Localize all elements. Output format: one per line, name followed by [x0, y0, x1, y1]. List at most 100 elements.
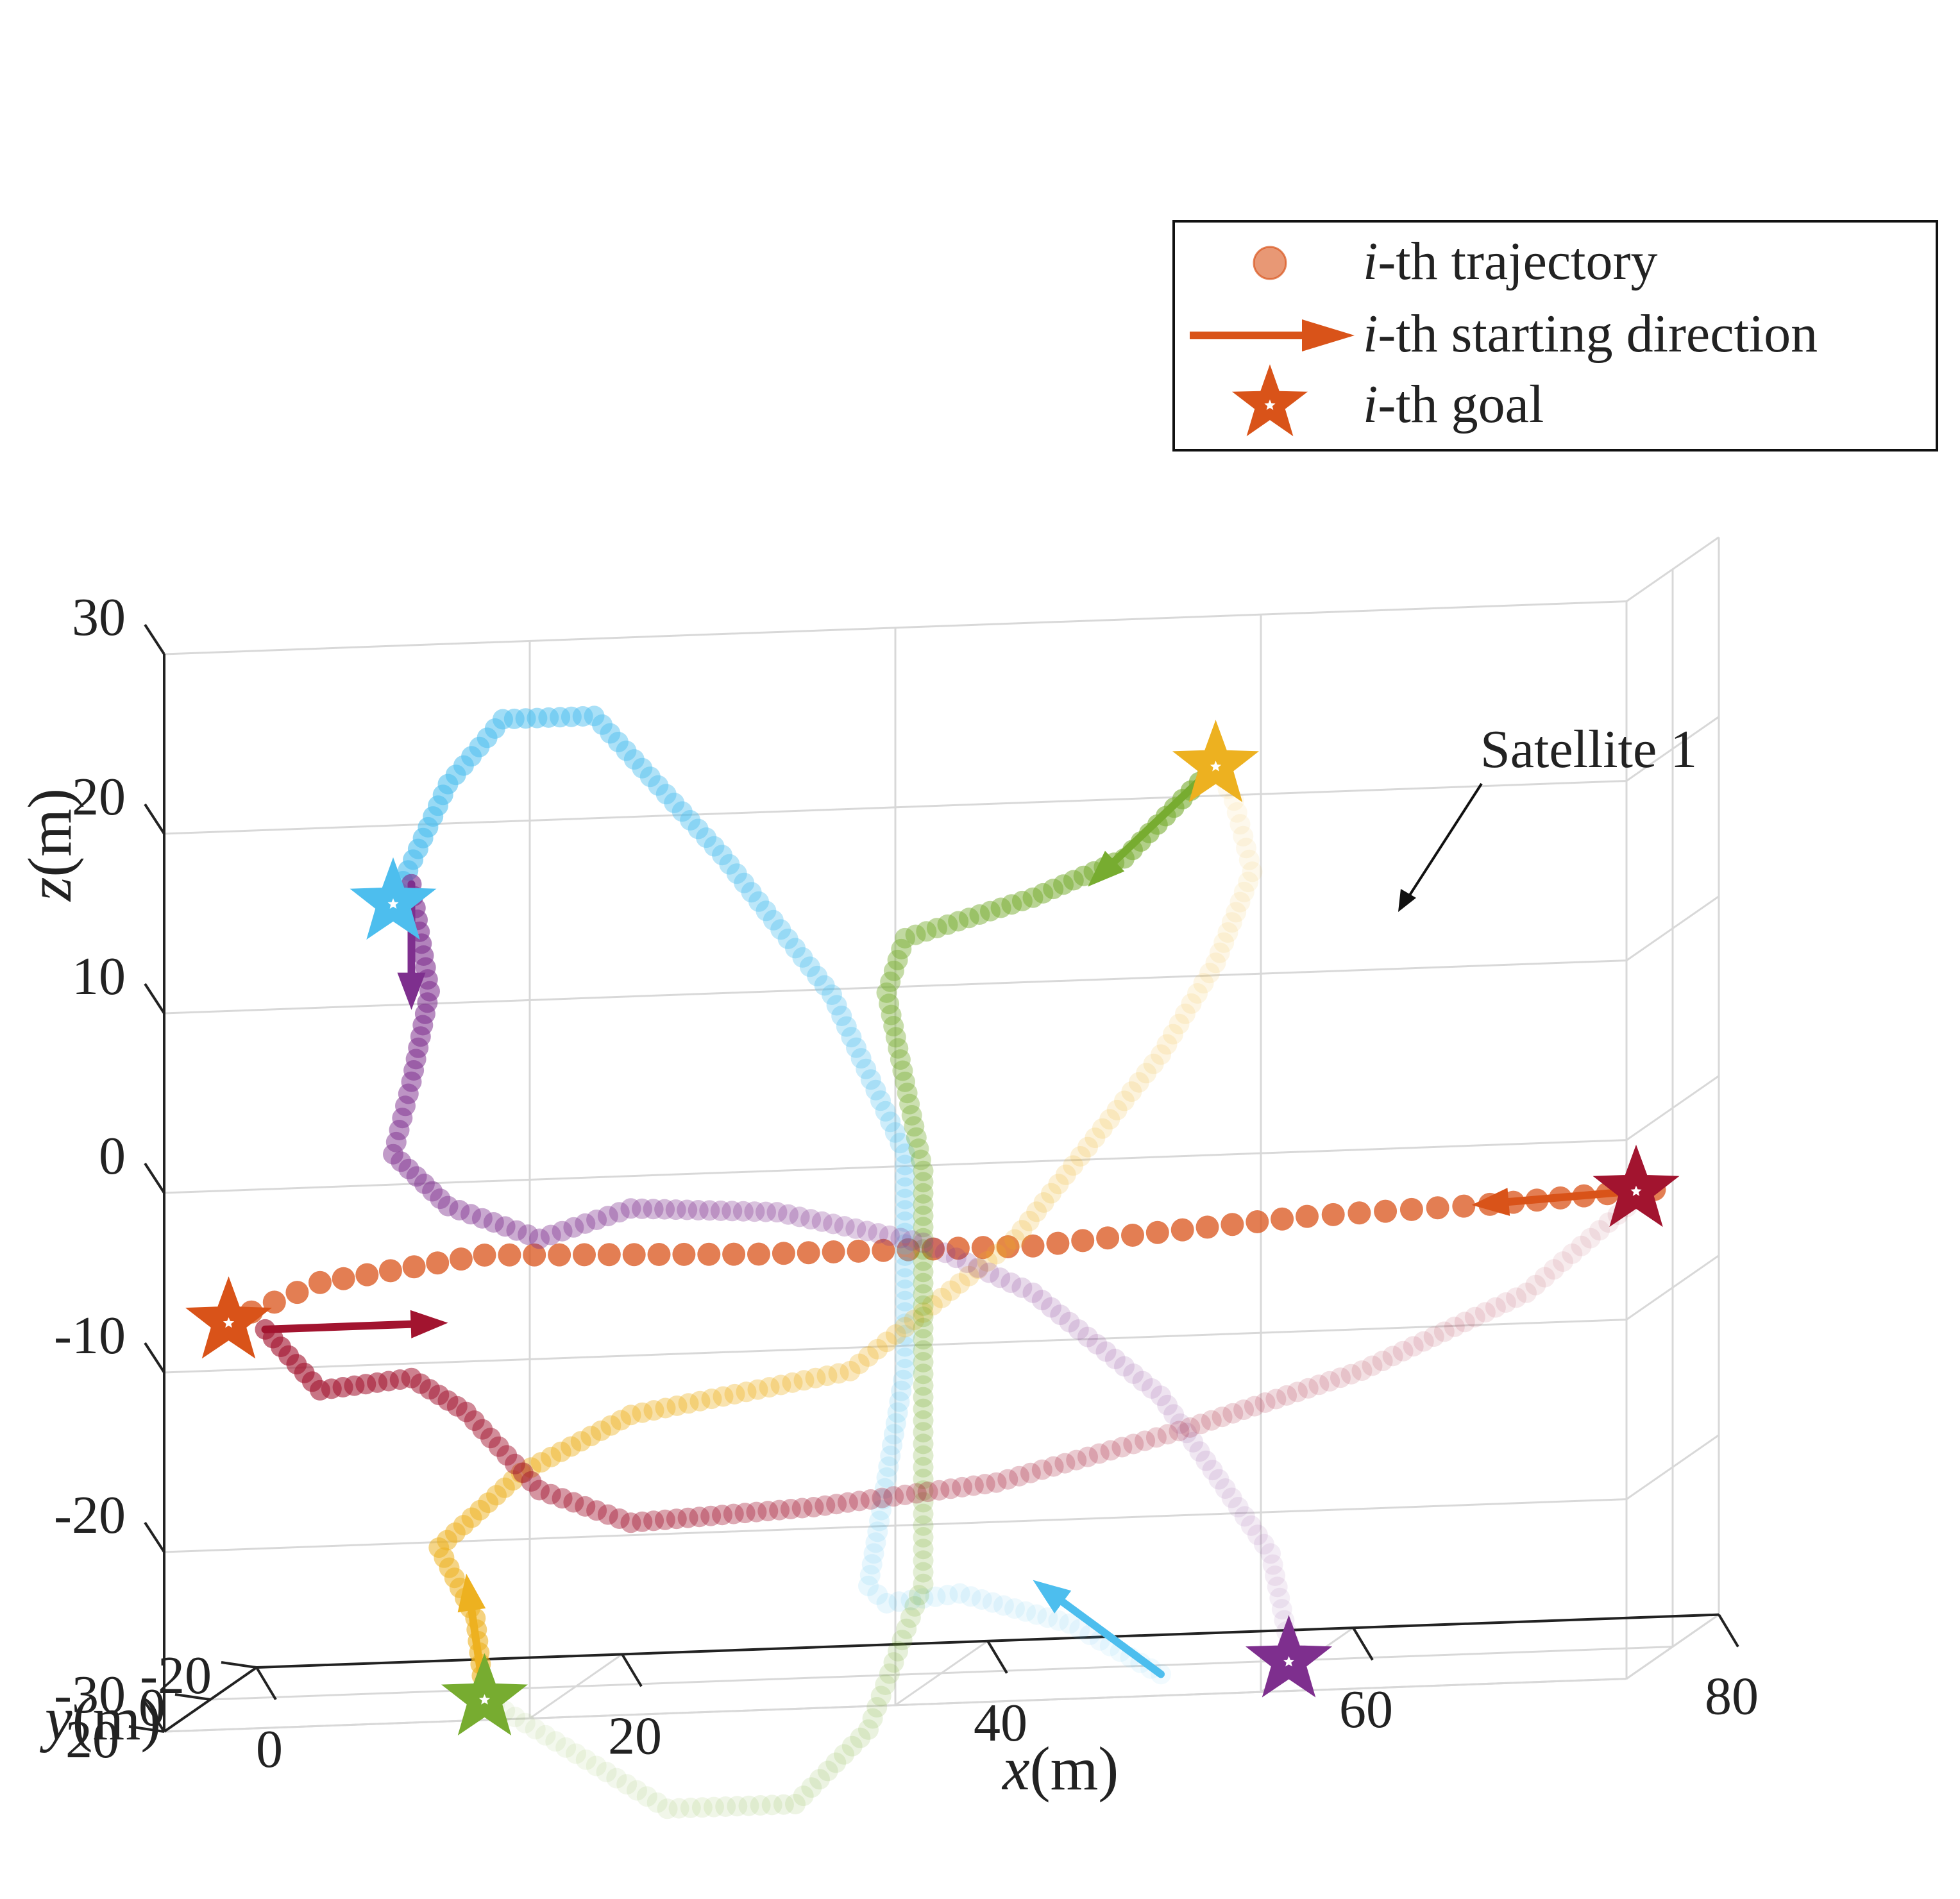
trajectory-point: [471, 1208, 493, 1229]
trajectory-point: [866, 1697, 888, 1718]
trajectory-point: [483, 1212, 504, 1233]
trajectory-point: [831, 1006, 852, 1026]
trajectory-point: [1208, 1469, 1229, 1490]
trajectory-point: [913, 1194, 934, 1215]
trajectory-point: [913, 1573, 934, 1594]
y-tick-mark: [174, 1693, 211, 1701]
trajectory-point: [871, 1499, 891, 1521]
trajectory-point: [891, 938, 912, 959]
trajectory-point: [925, 1586, 946, 1607]
trajectory-point: [555, 1737, 577, 1758]
start-direction-arrowhead: [410, 1310, 448, 1338]
trajectory-point: [632, 1198, 652, 1219]
trajectory-point: [1059, 1613, 1080, 1634]
trajectory-point: [1265, 1566, 1286, 1586]
trajectory-point: [561, 1436, 582, 1457]
start-direction-arrowhead: [1033, 1580, 1072, 1614]
trajectory-point: [913, 1550, 934, 1571]
trajectory-point: [969, 904, 990, 925]
trajectory-point: [505, 1707, 525, 1728]
legend-goal-star-icon: [1232, 364, 1308, 437]
trajectory-point: [1454, 1312, 1475, 1333]
trajectory-point: [880, 1111, 901, 1133]
goal-star-center: [387, 898, 399, 909]
trajectory-point: [750, 1795, 771, 1816]
trajectory-point: [910, 1149, 931, 1170]
trajectory-point: [823, 1213, 844, 1235]
trajectory-point: [332, 1267, 355, 1290]
trajectory-point: [449, 1247, 473, 1271]
arrow-layer: [261, 761, 1659, 1703]
trajectory-point: [600, 1415, 621, 1436]
trajectory-point: [889, 1391, 910, 1412]
grid-line: [164, 780, 1627, 835]
trajectory-point: [895, 1256, 915, 1278]
trajectory-point: [895, 1154, 915, 1176]
trajectory-point: [1157, 1394, 1178, 1415]
trajectory-point: [597, 1504, 618, 1525]
y-axis-var: y: [39, 1684, 72, 1753]
trajectory-point: [1066, 1449, 1087, 1471]
trajectory-point: [850, 1048, 872, 1069]
trajectory-point: [913, 1295, 934, 1316]
trajectory-point: [308, 1270, 332, 1294]
trajectory-point: [715, 1796, 736, 1817]
trajectory-point: [586, 1755, 607, 1777]
trajectory-point: [867, 1584, 888, 1605]
trajectory-point: [916, 921, 937, 942]
trajectory-point: [895, 1279, 915, 1301]
trajectory-point: [867, 1338, 888, 1360]
trajectory-point: [570, 1431, 591, 1452]
trajectory-point: [1163, 1024, 1183, 1045]
trajectory-point: [895, 1336, 915, 1357]
trajectory-point: [888, 1591, 909, 1612]
trajectory-point: [895, 1200, 915, 1221]
y-tick-label: -20: [140, 1646, 212, 1705]
trajectory-point: [655, 1397, 676, 1419]
trajectory-point: [460, 1204, 482, 1225]
trajectory-point: [575, 1749, 596, 1770]
trajectory-point: [1033, 1192, 1054, 1213]
trajectory-point: [913, 1205, 934, 1226]
trajectory-point: [759, 1377, 780, 1398]
trajectory-point: [469, 1499, 491, 1521]
trajectory-point: [895, 1313, 915, 1335]
trajectory-point: [986, 1472, 1007, 1493]
trajectory-point: [1059, 1312, 1080, 1333]
trajectory-point: [552, 1220, 573, 1242]
trajectory-point: [414, 1173, 435, 1194]
x-tick-mark: [986, 1640, 1008, 1674]
trajectory-point: [807, 965, 828, 986]
trajectory-point: [545, 1731, 566, 1752]
trajectory-point: [521, 1457, 541, 1478]
trajectory-point: [878, 1456, 899, 1477]
trajectory-point: [701, 1388, 722, 1410]
trajectory-point: [712, 845, 732, 866]
trajectory-point: [700, 1505, 722, 1526]
trajectory-point: [710, 1200, 731, 1221]
trajectory-point: [1001, 1272, 1022, 1294]
trajectory-point: [913, 1433, 934, 1455]
trajectory-point: [834, 1744, 854, 1765]
trajectory-point: [1011, 1277, 1033, 1298]
trajectory-point: [913, 1317, 934, 1338]
trajectory-point: [744, 1201, 765, 1222]
x-tick-label: 0: [256, 1719, 283, 1779]
trajectory-point: [811, 1211, 832, 1232]
trajectory-point: [828, 1363, 849, 1384]
trajectory-point: [904, 1310, 925, 1331]
trajectory-point: [895, 1302, 915, 1323]
trajectory-point: [913, 1539, 934, 1560]
trajectory-point: [963, 1475, 984, 1496]
trajectory-point: [1055, 1164, 1076, 1185]
trajectory-point: [620, 1198, 641, 1219]
trajectory-point: [974, 1474, 995, 1495]
trajectory-point: [913, 1469, 934, 1489]
trajectory-point: [1255, 1392, 1276, 1413]
trajectory-point: [1271, 1599, 1292, 1620]
trajectory-point: [1048, 1610, 1069, 1631]
z-tick-label: -10: [54, 1306, 126, 1365]
trajectory-point: [1260, 1543, 1281, 1564]
trajectory-point: [1123, 1433, 1144, 1455]
